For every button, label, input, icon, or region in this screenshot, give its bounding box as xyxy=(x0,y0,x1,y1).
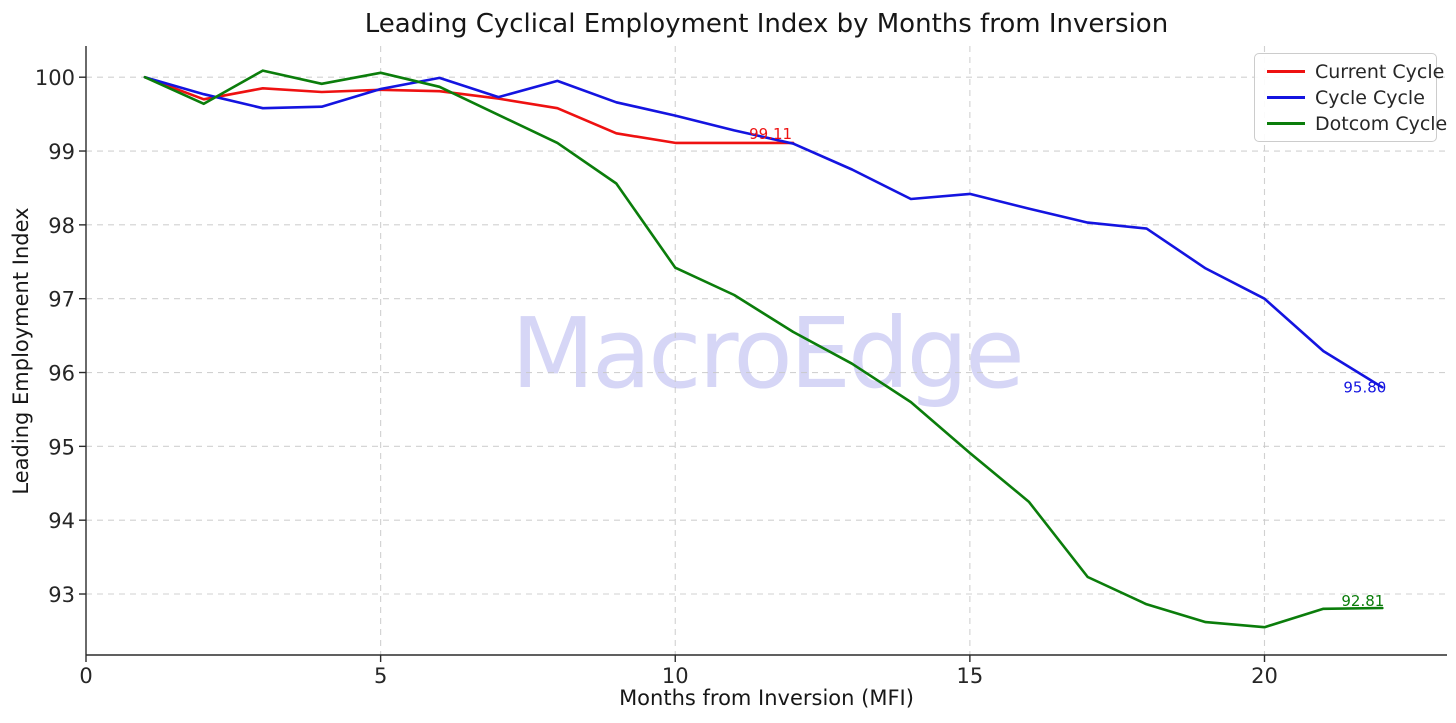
y-tick-label: 93 xyxy=(48,583,75,607)
legend: Current Cycle Cycle Cycle Dotcom Cycle xyxy=(1254,53,1447,142)
annotation-cycle-cycle-end: 95.80 xyxy=(1343,378,1386,396)
x-tick-label: 20 xyxy=(1251,664,1278,688)
series-line-current-cycle xyxy=(143,75,795,145)
y-tick-label: 100 xyxy=(35,66,75,90)
y-tick-label: 98 xyxy=(48,214,75,238)
y-tick-label: 94 xyxy=(48,509,75,533)
y-tick-label: 96 xyxy=(48,362,75,386)
x-tick-label: 0 xyxy=(79,664,92,688)
x-tick-label: 15 xyxy=(957,664,984,688)
chart-title: Leading Cyclical Employment Index by Mon… xyxy=(364,9,1169,39)
y-axis-label: Leading Employment Index xyxy=(9,207,33,495)
y-tick-label: 95 xyxy=(48,435,75,459)
x-axis-label: Months from Inversion (MFI) xyxy=(619,686,914,710)
legend-line-dotcom-cycle xyxy=(1267,122,1305,125)
y-tick-label: 97 xyxy=(48,288,75,312)
series-line-cycle-cycle xyxy=(143,75,1384,389)
annotation-current-cycle-end: 99.11 xyxy=(749,125,792,143)
x-tick-label: 10 xyxy=(662,664,689,688)
legend-label-cycle-cycle: Cycle Cycle xyxy=(1315,86,1425,109)
series-line-dotcom-cycle xyxy=(143,69,1384,629)
annotation-dotcom-cycle-end: 92.81 xyxy=(1341,592,1384,610)
legend-row-dotcom-cycle: Dotcom Cycle xyxy=(1267,113,1447,135)
legend-line-current-cycle xyxy=(1267,70,1305,73)
legend-row-current-cycle: Current Cycle xyxy=(1267,61,1444,83)
legend-label-dotcom-cycle: Dotcom Cycle xyxy=(1315,112,1448,135)
y-tick-label: 99 xyxy=(48,140,75,164)
x-tick-label: 5 xyxy=(374,664,387,688)
legend-row-cycle-cycle: Cycle Cycle xyxy=(1267,86,1426,109)
legend-line-cycle-cycle xyxy=(1267,96,1305,99)
legend-label-current-cycle: Current Cycle xyxy=(1315,60,1445,83)
